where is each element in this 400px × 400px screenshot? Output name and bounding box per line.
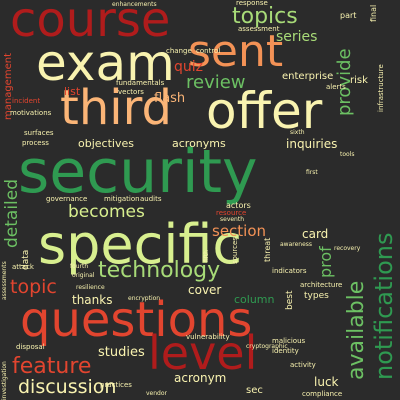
word-best: best [285, 290, 295, 310]
word-audits: audits [140, 195, 162, 203]
word-vectors: vectors [118, 88, 144, 96]
word-inquiries: inquiries [286, 137, 338, 151]
word-original: original [72, 272, 95, 279]
word-compliance: compliance [302, 390, 343, 398]
word-encryption: encryption [128, 295, 161, 302]
word-specific: specific [38, 213, 243, 276]
word-notifications: notifications [370, 232, 398, 380]
word-actors: actors [226, 201, 251, 210]
word-third: third [60, 80, 172, 136]
word-security: security [18, 137, 258, 207]
word-control: control [196, 47, 221, 55]
word-course: course [10, 0, 171, 48]
word-column: column [234, 293, 275, 306]
word-sec: sec [246, 385, 263, 396]
word-part: part [340, 11, 357, 20]
word-assessments: assessments [1, 261, 8, 300]
word-available: available [344, 280, 369, 380]
word-becomes: becomes [68, 202, 145, 222]
word-alerts: alerts [326, 83, 346, 91]
word-activity: activity [290, 361, 316, 369]
word-exam: exam [36, 34, 175, 92]
word-feature: feature [12, 354, 92, 379]
word-enhancements: enhancements [112, 1, 157, 8]
word-types: types [304, 291, 329, 301]
word-resilience: resilience [76, 284, 105, 291]
word-investigation: investigation [1, 361, 8, 400]
word-prof: prof [316, 246, 335, 278]
word-fifth: fifth [203, 250, 210, 262]
word-review: review [186, 72, 246, 93]
word-list: list [64, 85, 81, 98]
word-sent: sent [188, 26, 284, 77]
word-vulnerability: vulnerability [186, 333, 230, 341]
word-motivations: motivations [10, 109, 52, 117]
word-cryptographic: cryptographic [246, 343, 288, 350]
word-enterprise: enterprise [282, 71, 334, 82]
word-fourth: fourth [70, 263, 89, 270]
word-acronyms: acronyms [172, 137, 226, 150]
word-architecture: architecture [300, 281, 343, 289]
word-response: response [236, 0, 268, 7]
word-surfaces: surfaces [24, 129, 54, 137]
word-studies: studies [98, 345, 145, 360]
word-first: first [306, 169, 318, 176]
word-fundamentals: fundamentals [116, 79, 165, 87]
word-assessment: assessment [238, 25, 280, 33]
word-card: card [302, 227, 329, 241]
word-acronym: acronym [174, 371, 227, 385]
word-objectives: objectives [78, 137, 134, 150]
word-practices: practices [100, 381, 132, 389]
word-risk: risk [350, 75, 368, 86]
word-discussion: discussion [18, 376, 117, 398]
word-indicators: indicators [272, 267, 307, 275]
word-technology: technology [98, 258, 221, 283]
word-infrastructure: infrastructure [377, 64, 385, 112]
word-identity: identity [272, 347, 299, 355]
word-series: series [276, 29, 318, 45]
word-section: section [212, 222, 267, 240]
word-luck: luck [314, 375, 339, 389]
word-malicious: malicious [272, 337, 306, 345]
word-topic: topic [10, 276, 57, 298]
word-vendor: vendor [146, 390, 167, 397]
word-seventh: seventh [220, 216, 245, 223]
word-recovery: recovery [334, 245, 361, 252]
word-attack: attack [12, 263, 34, 271]
word-disposal: disposal [16, 343, 45, 351]
word-mitigation: mitigation [104, 195, 140, 203]
word-flash: flash [154, 91, 186, 106]
word-quiz: quiz [174, 59, 203, 75]
word-sixth: sixth [290, 129, 305, 136]
word-awareness: awareness [280, 241, 313, 248]
word-tools: tools [340, 151, 355, 158]
word-cover: cover [188, 283, 222, 297]
word-thanks: thanks [72, 293, 113, 307]
word-incident: incident [12, 97, 41, 105]
word-level: level [148, 326, 258, 380]
word-questions: questions [20, 292, 253, 348]
word-change: change [166, 47, 192, 55]
word-resource: resource [216, 209, 247, 217]
word-process: process [22, 139, 49, 147]
word-offer: offer [206, 82, 323, 140]
word-final: final [369, 4, 378, 22]
word-threat: threat [263, 237, 272, 262]
word-detailed: detailed [2, 178, 22, 248]
word-sources: sources [231, 237, 239, 264]
word-governance: governance [46, 195, 88, 203]
word-topics: topics [232, 4, 298, 29]
